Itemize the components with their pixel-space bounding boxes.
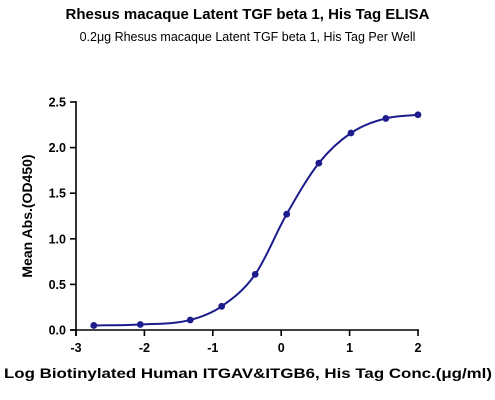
x-tick-label: -2	[139, 341, 150, 355]
y-axis-title: Mean Abs.(OD450)	[19, 154, 35, 277]
y-tick-label: 1.0	[49, 232, 66, 246]
y-tick-label: 2.0	[49, 141, 66, 155]
data-point	[315, 159, 323, 167]
y-tick-label: 1.5	[49, 187, 66, 201]
x-axis-ticks: -3 -2 -1 0 1 2	[70, 330, 422, 355]
y-axis-ticks: 0.0 0.5 1.0 1.5 2.0 2.5	[49, 96, 76, 338]
data-point	[90, 322, 98, 329]
data-point	[136, 321, 144, 328]
data-point	[347, 129, 355, 137]
x-axis-title: Log Biotinylated Human ITGAV&ITGB6, His …	[4, 365, 492, 381]
chart-title: Rhesus macaque Latent TGF beta 1, His Ta…	[65, 6, 430, 23]
x-tick-label: 2	[415, 341, 422, 355]
data-points	[90, 111, 422, 329]
fit-curve	[93, 113, 419, 327]
x-tick-label: -3	[70, 341, 81, 355]
data-point	[218, 302, 226, 310]
data-point	[382, 115, 390, 122]
chart-subtitle: 0.2μg Rhesus macaque Latent TGF beta 1, …	[79, 30, 416, 44]
data-point	[251, 270, 259, 278]
data-point	[186, 316, 194, 324]
y-tick-label: 0.5	[49, 278, 66, 292]
x-tick-label: 0	[278, 341, 285, 355]
x-tick-label: 1	[346, 341, 353, 355]
y-tick-label: 0.0	[49, 324, 66, 338]
x-tick-label: -1	[207, 341, 218, 355]
data-point	[414, 111, 422, 119]
axes	[70, 101, 419, 336]
data-point	[283, 210, 291, 218]
y-tick-label: 2.5	[49, 96, 66, 110]
